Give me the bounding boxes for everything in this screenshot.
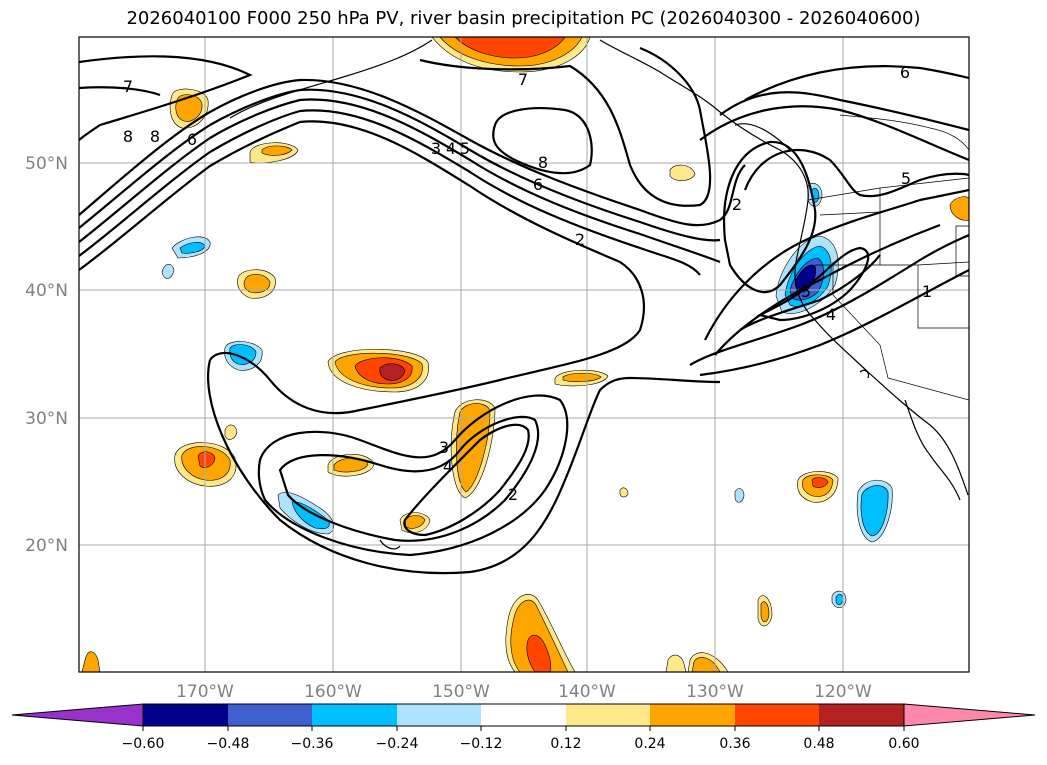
colorbar-extend-low [11, 703, 144, 727]
latitude-labels: 50°N 40°N 30°N 20°N [25, 154, 68, 556]
lon-label: 130°W [686, 682, 744, 702]
colorbar-segment [650, 704, 735, 726]
contour-labels: 7 8 8 6 3 4 5 7 8 6 2 6 5 2 3 4 2 1 4 5 [123, 63, 932, 504]
colorbar-frame [142, 703, 905, 727]
longitude-labels: 170°W 160°W 150°W 140°W 130°W 120°W [176, 682, 872, 702]
colorbar-tick: −0.24 [376, 736, 419, 752]
contour-label: 3 [439, 438, 449, 457]
contour-label: 6 [187, 130, 197, 149]
pv-contours [79, 46, 969, 575]
contour-label: 6 [533, 175, 543, 194]
colorbar-segment [819, 704, 904, 726]
coastlines [229, 39, 969, 550]
contour-label: 7 [123, 77, 133, 96]
contour-label: 3 [431, 139, 441, 158]
plot-frame [78, 36, 970, 673]
contour-label: 2 [508, 485, 518, 504]
lon-label: 120°W [814, 682, 872, 702]
contour-label: 2 [732, 195, 742, 214]
colorbar-segment [228, 704, 312, 726]
colorbar-tick: −0.12 [460, 736, 503, 752]
contour-label: 4 [443, 457, 453, 476]
colorbar-tick: −0.60 [122, 736, 165, 752]
contour-label: 6 [900, 63, 910, 82]
lat-label: 40°N [25, 281, 68, 301]
colorbar-tick: 0.24 [634, 736, 665, 752]
contour-label: 8 [150, 127, 160, 146]
contour-label: 4 [826, 305, 836, 324]
colorbar-segment [397, 704, 481, 726]
colorbar-segment [481, 704, 566, 726]
colorbar-tick: 0.12 [550, 736, 581, 752]
lon-label: 150°W [432, 682, 490, 702]
colorbar-tick: 0.60 [888, 736, 919, 752]
lon-label: 140°W [558, 682, 616, 702]
contour-label: 8 [123, 127, 133, 146]
colorbar-tick: 0.36 [719, 736, 750, 752]
map-title: 2026040100 F000 250 hPa PV, river basin … [126, 8, 921, 29]
colorbar-segment [143, 704, 228, 726]
colorbar-segment [566, 704, 650, 726]
contour-label: 5 [460, 139, 470, 158]
contour-label: 5 [801, 282, 811, 301]
contour-label: 7 [518, 70, 528, 89]
contour-label: 2 [575, 230, 585, 249]
colorbar-tick: −0.36 [291, 736, 334, 752]
colorbar-tick: 0.48 [803, 736, 834, 752]
colorbar-tick: −0.48 [207, 736, 250, 752]
colorbar-segment [735, 704, 819, 726]
contour-label: 5 [901, 169, 911, 188]
plot-area [79, 37, 969, 672]
lon-label: 170°W [176, 682, 234, 702]
contour-label: 4 [446, 139, 456, 158]
colorbar-extend-high [903, 703, 1036, 727]
colorbar-segment [312, 704, 397, 726]
graticule [79, 37, 969, 672]
contour-label: 1 [922, 282, 932, 301]
contour-label: 8 [538, 153, 548, 172]
lat-label: 20°N [25, 536, 68, 556]
lon-label: 160°W [304, 682, 362, 702]
colorbar: −0.60 −0.48 −0.36 −0.24 −0.12 0.12 0.24 … [11, 703, 1036, 752]
lat-label: 50°N [25, 154, 68, 174]
lat-label: 30°N [25, 409, 68, 429]
